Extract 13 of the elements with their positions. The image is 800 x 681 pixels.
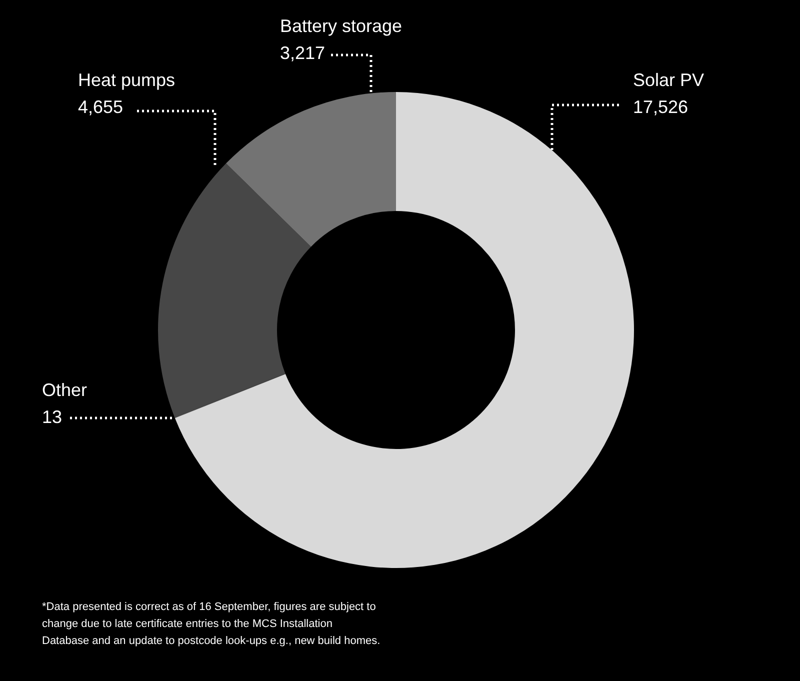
- slice-label: Battery storage: [280, 16, 402, 36]
- text: *Data presented is correct as of 16 September, figures are subject to change due to late certificate entries to the MCS Installation Database and an update to postcode look-ups e.g., new build homes.: [42, 601, 380, 647]
- donut-slice: [226, 92, 396, 247]
- donut-slice: [174, 92, 634, 568]
- data-label: 17,526: [633, 97, 688, 117]
- data-label: 3,217: [280, 43, 326, 63]
- data-label: 13: [42, 407, 62, 427]
- donut-slice: [158, 163, 312, 418]
- slice-label: Heat pumps: [78, 70, 176, 90]
- slice-label: Solar PV: [633, 70, 704, 90]
- slice-label: Other: [42, 380, 88, 400]
- donut-slice: [174, 374, 286, 418]
- data-label: 4,655: [78, 97, 124, 117]
